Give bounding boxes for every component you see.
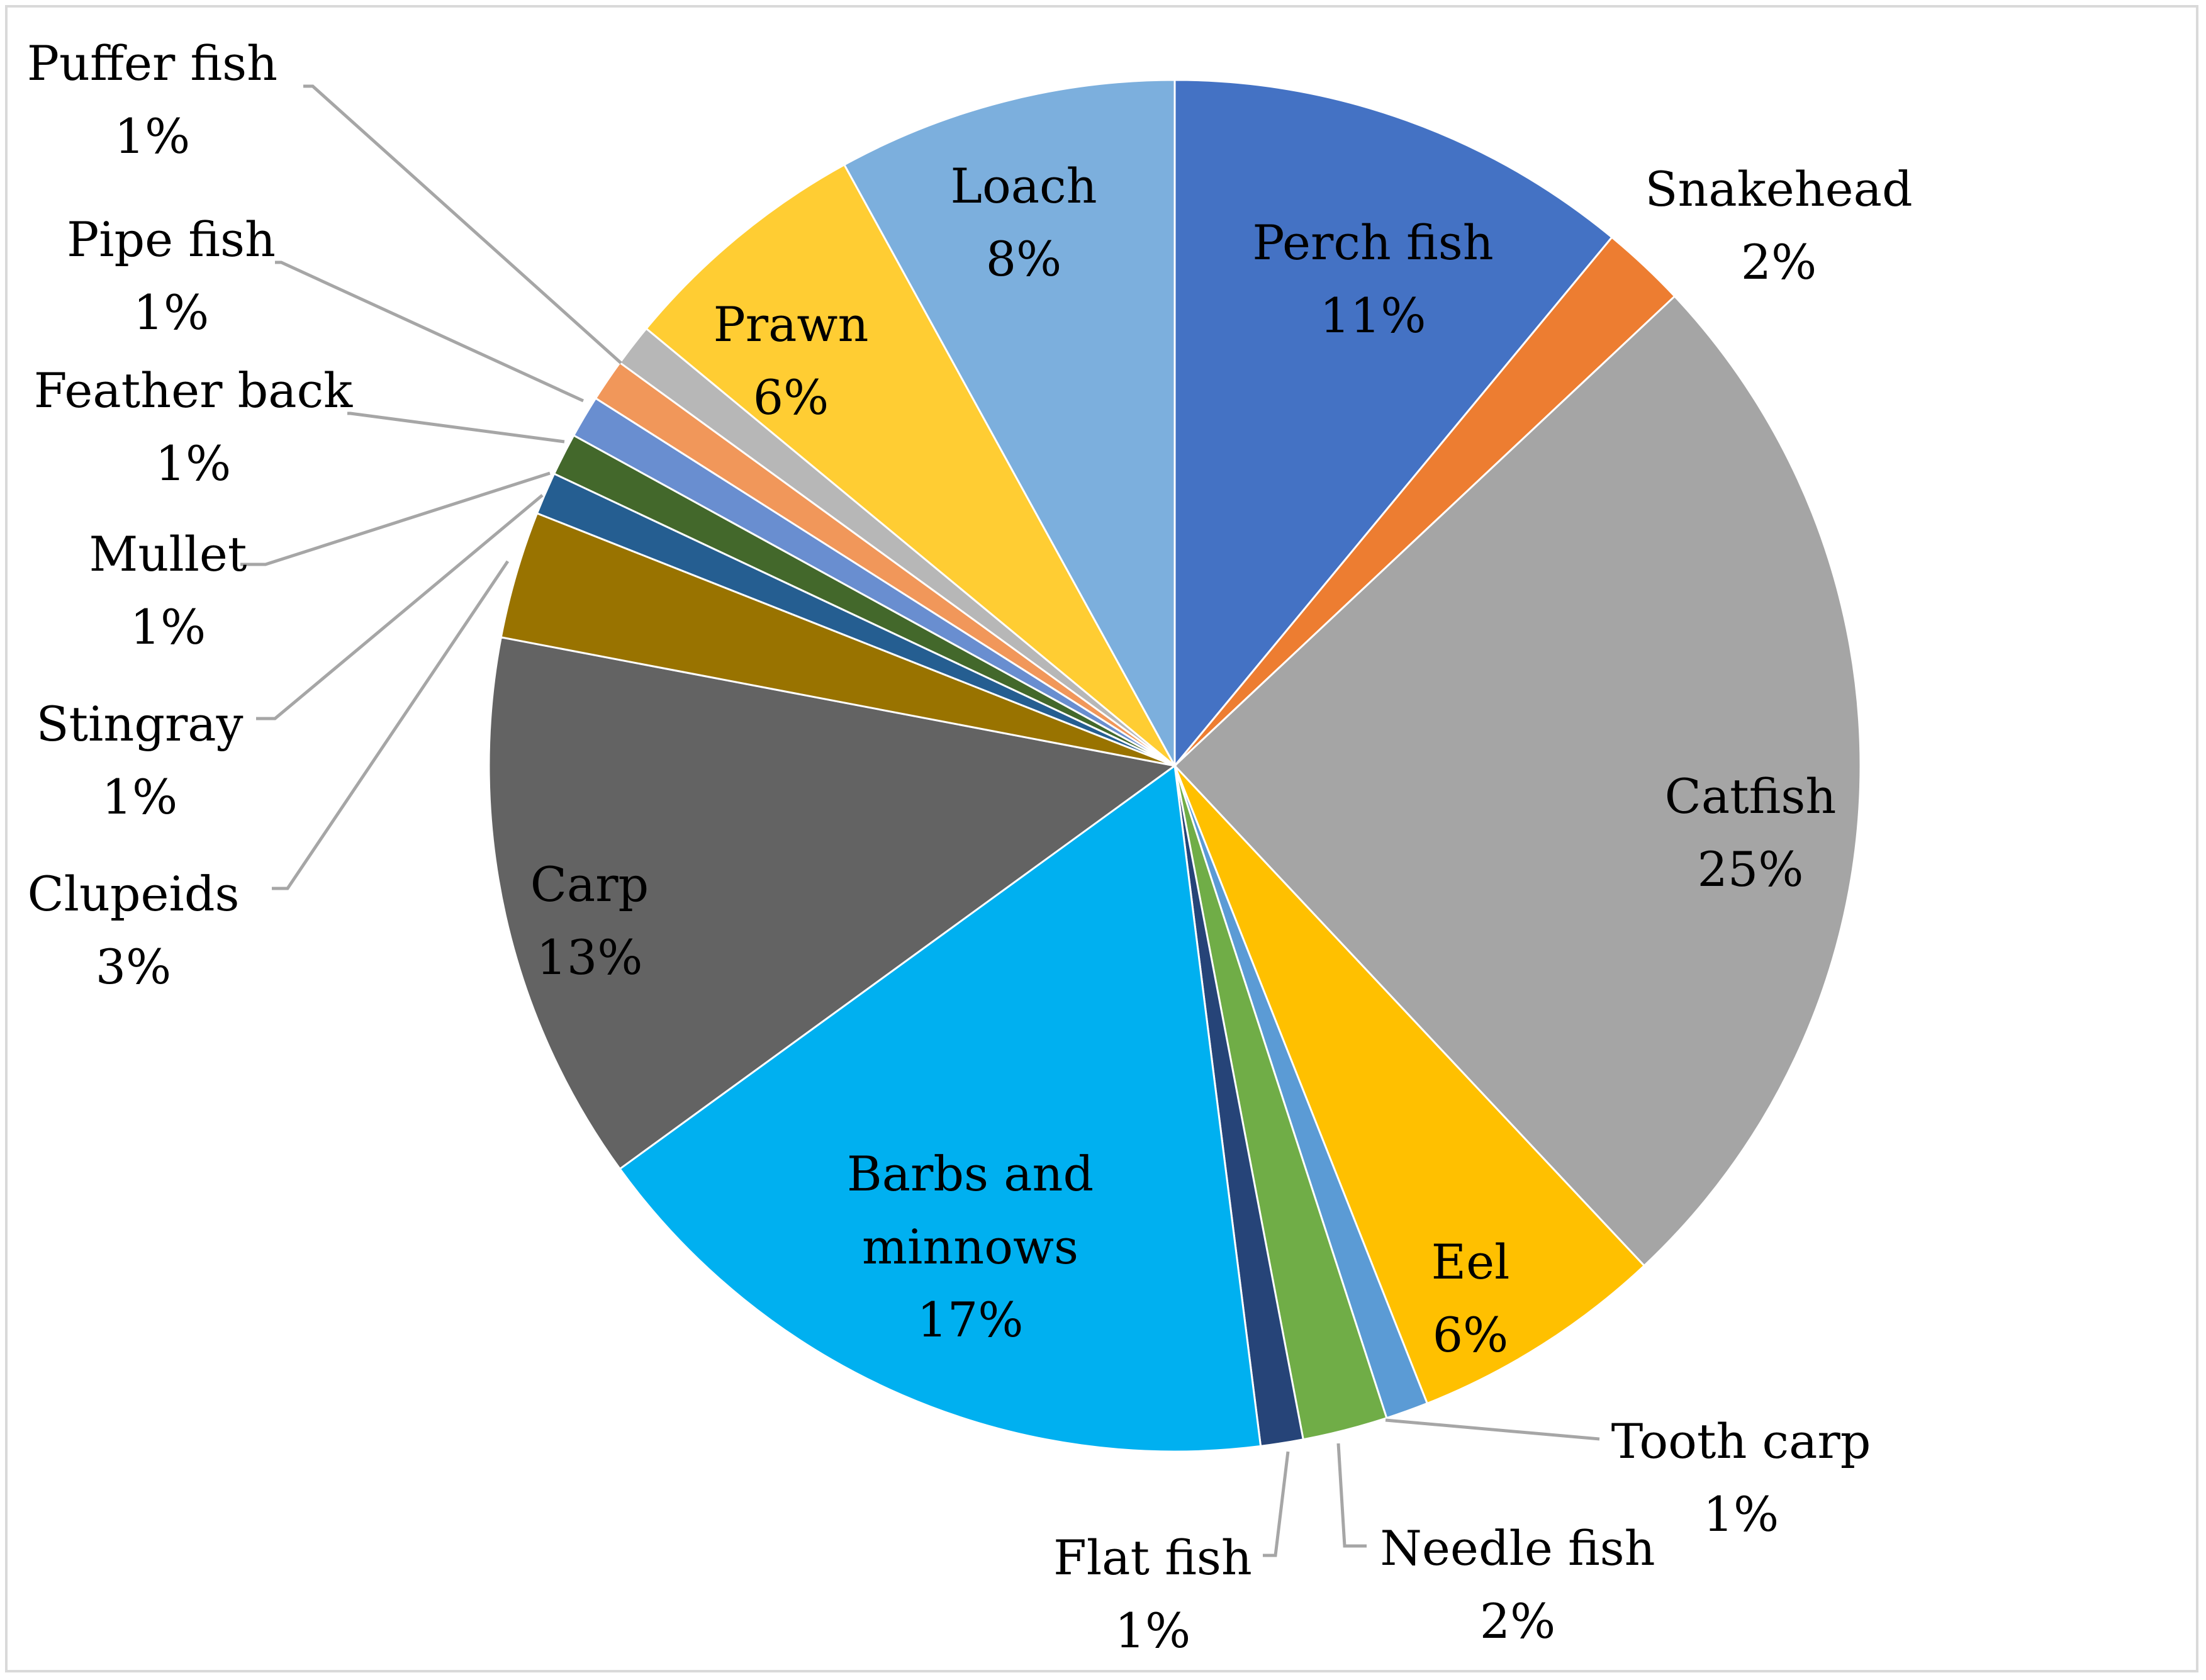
- slice-percent-clupeids: 3%: [96, 939, 172, 995]
- slice-percent-perch-fish: 11%: [1320, 288, 1426, 344]
- leader-line-feather-back: [347, 412, 565, 444]
- pie-slice-loach: [843, 79, 1176, 766]
- slice-label-feather-back: Feather back: [34, 362, 353, 418]
- chart-frame: Perch fish 11% Snakehead 2% Catfish 25% Eel 6% T…: [5, 5, 2198, 1672]
- leader-line-flat-fish: [1263, 1451, 1290, 1557]
- slice-label-perch-fish: Perch fish: [1252, 215, 1493, 271]
- slice-percent-flat-fish: 1%: [1115, 1603, 1191, 1659]
- slice-percent-stingray: 1%: [102, 769, 178, 825]
- slice-label-needle-fish: Needle fish: [1380, 1520, 1655, 1576]
- pie-slice-prawn: [645, 163, 1176, 767]
- slice-label-clupeids: Clupeids: [28, 866, 240, 922]
- slice-label-snakehead: Snakehead: [1645, 161, 1912, 217]
- slice-label-eel: Eel: [1431, 1234, 1510, 1290]
- leader-lines: [240, 84, 1600, 1557]
- pie-slice-eel: [1173, 764, 1646, 1405]
- slice-label-loach: Loach: [950, 158, 1097, 214]
- leader-line-pipe-fish: [275, 260, 585, 403]
- slice-labels: Perch fish 11% Snakehead 2% Catfish 25% Eel 6% T…: [27, 35, 1913, 1659]
- slice-percent-catfish: 25%: [1698, 841, 1804, 897]
- slice-label-barbs-and-minnows-2: minnows: [862, 1219, 1078, 1275]
- slice-label-tooth-carp: Tooth carp: [1611, 1413, 1871, 1469]
- slice-label-barbs-and-minnows-1: Barbs and: [847, 1146, 1094, 1202]
- leader-line-stingray: [256, 494, 544, 720]
- slice-percent-needle-fish: 2%: [1480, 1593, 1556, 1649]
- slice-label-catfish: Catfish: [1665, 768, 1837, 824]
- slice-percent-pipe-fish: 1%: [133, 284, 210, 340]
- slice-percent-tooth-carp: 1%: [1703, 1486, 1779, 1542]
- leader-line-mullet: [240, 471, 551, 566]
- leader-line-puffer-fish: [303, 84, 622, 364]
- leader-line-tooth-carp: [1385, 1418, 1600, 1441]
- leader-line-clupeids: [272, 560, 510, 890]
- pie-slice-carp: [488, 636, 1177, 1170]
- slice-percent-puffer-fish: 1%: [115, 108, 191, 164]
- pie-chart: Perch fish 11% Snakehead 2% Catfish 25% Eel 6% T…: [27, 35, 1913, 1659]
- slice-label-pipe-fish: Pipe fish: [67, 211, 276, 267]
- slice-percent-feather-back: 1%: [155, 435, 232, 491]
- slice-label-flat-fish: Flat fish: [1053, 1530, 1252, 1586]
- slice-label-puffer-fish: Puffer fish: [27, 35, 277, 91]
- slice-percent-loach: 8%: [986, 231, 1062, 287]
- pie-slices: [488, 79, 1862, 1453]
- pie-slice-barbs-and-minnows: [619, 764, 1262, 1453]
- slice-label-stingray: Stingray: [36, 696, 243, 752]
- pie-slice-catfish: [1173, 294, 1862, 1267]
- slice-label-prawn: Prawn: [714, 296, 869, 352]
- pie-slice-perch-fish: [1173, 79, 1613, 769]
- slice-percent-carp: 13%: [537, 929, 643, 985]
- slice-percent-barbs-and-minnows: 17%: [917, 1292, 1024, 1348]
- slice-percent-prawn: 6%: [753, 369, 829, 425]
- slice-label-mullet: Mullet: [89, 526, 247, 582]
- slice-percent-snakehead: 2%: [1741, 234, 1817, 290]
- slice-percent-mullet: 1%: [130, 599, 206, 655]
- slice-percent-eel: 6%: [1433, 1307, 1509, 1363]
- slice-label-carp: Carp: [530, 856, 649, 912]
- leader-line-needle-fish: [1336, 1443, 1367, 1548]
